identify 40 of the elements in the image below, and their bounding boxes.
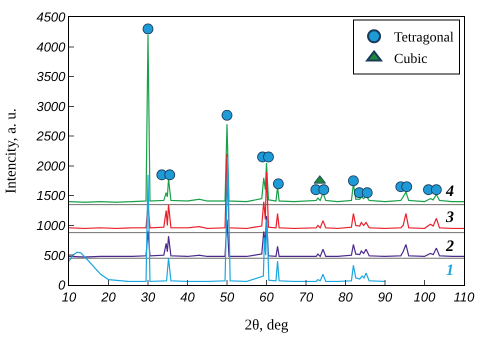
- x-tick-label: 80: [338, 290, 354, 305]
- x-tick-label: 100: [414, 290, 436, 305]
- point: [272, 178, 284, 190]
- point: [314, 175, 326, 184]
- x-tick-label: 90: [378, 290, 393, 305]
- y-axis-title: Intencity, a. u.: [4, 108, 20, 194]
- point: [164, 169, 176, 180]
- y-tick-label: 1000: [36, 218, 66, 233]
- x-axis-title: 2θ, deg: [244, 318, 289, 334]
- point: [222, 110, 232, 121]
- y-tick-label: 4500: [36, 10, 66, 25]
- legend-label: Tetragonal: [394, 30, 454, 46]
- x-tick-label: 30: [140, 290, 156, 305]
- point: [362, 187, 373, 198]
- line-series: [69, 156, 386, 282]
- y-tick-label: 2000: [35, 158, 66, 174]
- series-label: 2: [445, 238, 454, 255]
- point: [318, 184, 330, 196]
- point: [430, 184, 442, 196]
- y-tick-label: 4000: [36, 39, 66, 54]
- point: [142, 24, 154, 34]
- point: [401, 181, 412, 192]
- y-tick-label: 1500: [36, 188, 66, 204]
- legend-label: Cubic: [394, 52, 428, 67]
- y-tick-label: 500: [44, 248, 66, 263]
- y-tick-label: 3000: [36, 98, 66, 114]
- x-tick-label: 40: [180, 290, 196, 305]
- line-series: [69, 153, 464, 230]
- series-label: 3: [445, 209, 454, 226]
- series-label: 4: [445, 183, 454, 200]
- x-tick-label: 20: [100, 290, 116, 305]
- text: 1: [446, 262, 454, 279]
- x-tick-label: 60: [259, 290, 274, 305]
- point: [263, 152, 274, 162]
- y-tick-label: 2500: [35, 128, 66, 144]
- point: [348, 175, 359, 186]
- y-tick-label: 3500: [36, 69, 66, 84]
- x-tick-label: 70: [298, 290, 314, 305]
- x-tick-label: 50: [220, 290, 235, 305]
- x-tick-label: 110: [454, 290, 476, 305]
